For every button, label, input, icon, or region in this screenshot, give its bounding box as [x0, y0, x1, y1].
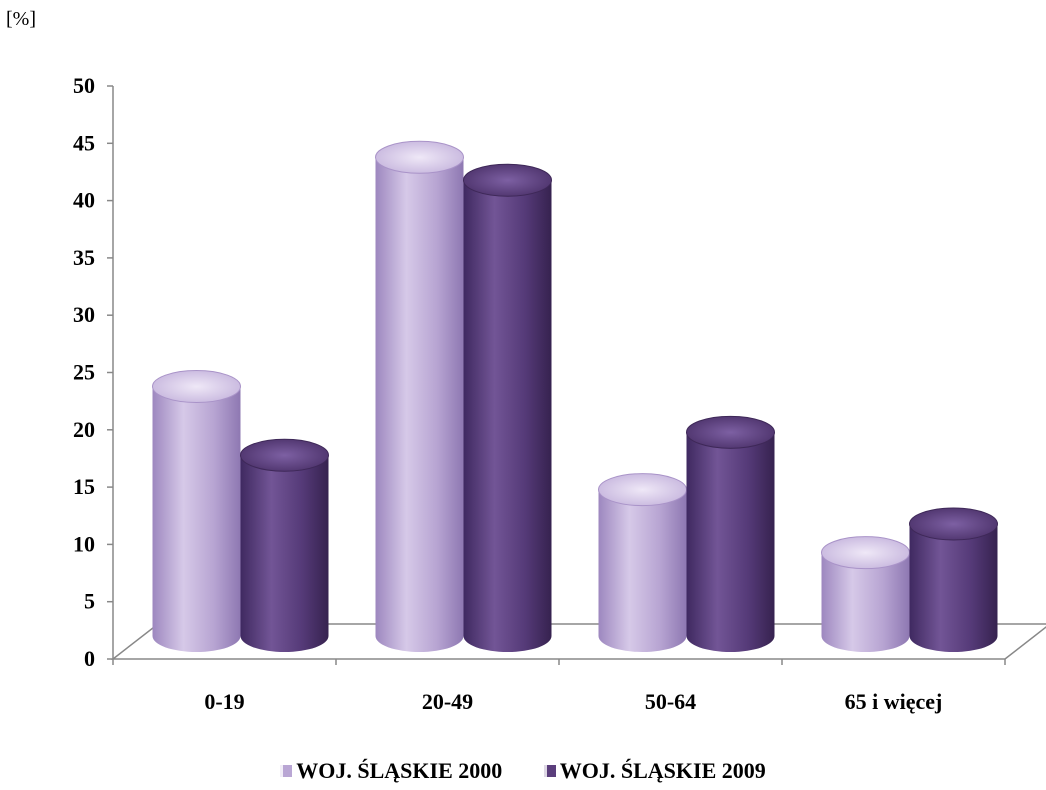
- bar-body: [821, 552, 910, 652]
- bar-body: [375, 157, 464, 653]
- y-tick-label-50: 50: [73, 73, 95, 98]
- bar-2000-0-19: [152, 370, 241, 652]
- y-tick-label-40: 40: [73, 188, 95, 213]
- y-tick-label-25: 25: [73, 360, 95, 385]
- bar-body: [240, 455, 329, 652]
- y-tick-label-30: 30: [73, 302, 95, 327]
- y-tick-label-15: 15: [73, 474, 95, 499]
- chart-floor: [110, 623, 1046, 660]
- bar-top: [686, 415, 775, 449]
- y-tick-label-20: 20: [73, 417, 95, 442]
- y-tick-label-0: 0: [84, 646, 95, 671]
- bar-top: [152, 370, 241, 403]
- y-axis-unit-label: [%]: [6, 8, 36, 30]
- bar-top: [598, 473, 687, 507]
- bar-top: [463, 163, 552, 197]
- x-tick-label-50-64: 50-64: [645, 689, 696, 714]
- y-tick-label-45: 45: [73, 130, 95, 155]
- legend-swatch-2000: [280, 765, 293, 777]
- bar-top: [909, 507, 998, 541]
- x-tick-label-65-i-więcej: 65 i więcej: [845, 689, 943, 714]
- bar-top: [375, 140, 464, 174]
- bar-top: [821, 536, 910, 570]
- bar-2009-0-19: [240, 438, 329, 652]
- bar-body: [152, 386, 241, 652]
- bar-2000-65-i-więcej: [821, 536, 910, 652]
- bar-2009-50-64: [686, 415, 775, 652]
- legend: WOJ. ŚLĄSKIE 2000 WOJ. ŚLĄSKIE 2009: [0, 757, 1046, 784]
- y-tick-label-10: 10: [73, 531, 95, 556]
- legend-label-2009: WOJ. ŚLĄSKIE 2009: [559, 758, 766, 783]
- bar-body: [598, 489, 687, 652]
- y-tick-label-35: 35: [73, 245, 95, 270]
- bar-body: [909, 524, 998, 652]
- legend-label-2000: WOJ. ŚLĄSKIE 2000: [296, 758, 503, 783]
- bar-2000-50-64: [598, 473, 687, 652]
- x-tick-label-0-19: 0-19: [204, 689, 244, 714]
- bar-body: [463, 180, 552, 652]
- x-tick-label-20-49: 20-49: [422, 689, 473, 714]
- bar-body: [686, 432, 775, 652]
- y-tick-label-5: 5: [84, 589, 95, 614]
- bar-2000-20-49: [375, 140, 464, 653]
- legend-item-2000: WOJ. ŚLĄSKIE 2000: [280, 758, 502, 784]
- legend-item-2009: WOJ. ŚLĄSKIE 2009: [543, 758, 766, 784]
- bar-2009-65-i-więcej: [909, 507, 998, 652]
- legend-swatch-2009: [543, 765, 556, 777]
- bar-top: [240, 438, 329, 472]
- bar-2009-20-49: [463, 163, 552, 652]
